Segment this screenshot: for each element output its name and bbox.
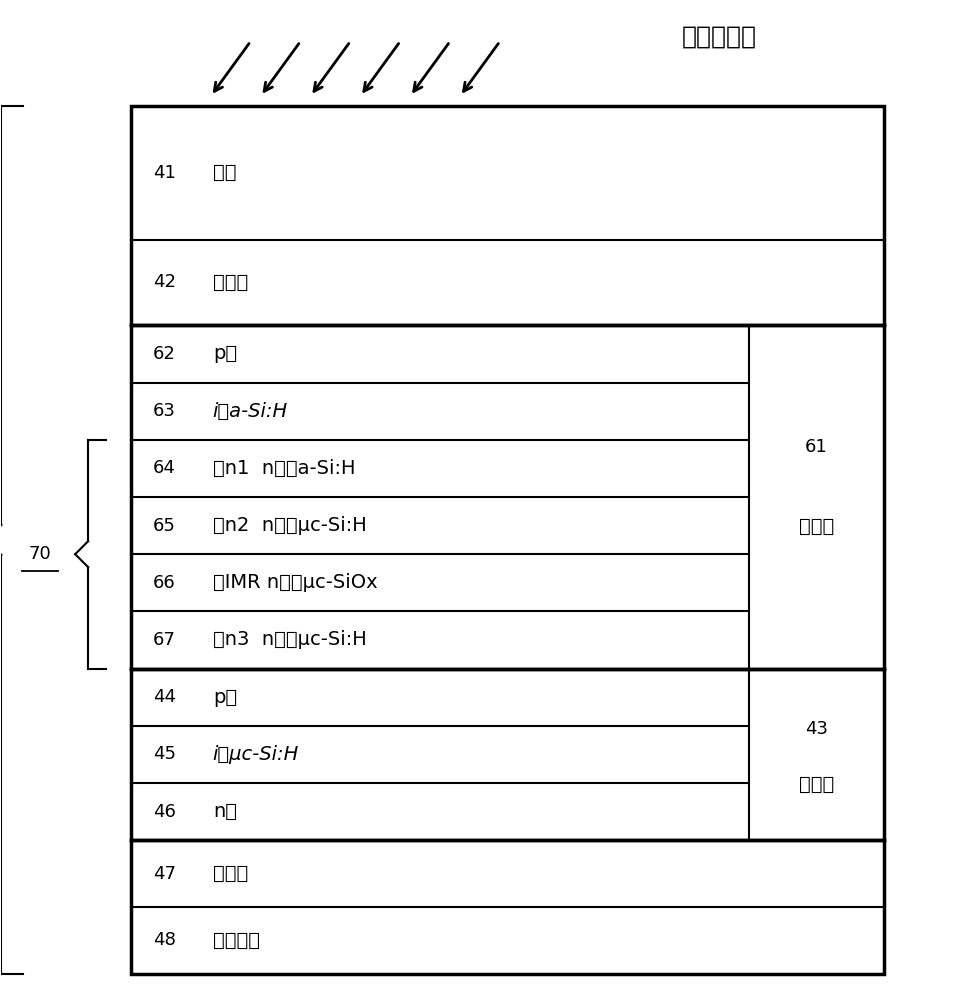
Text: 44: 44 [153,688,176,706]
Text: 65: 65 [153,517,176,535]
Text: 61: 61 [805,438,828,456]
Text: 47: 47 [153,865,176,883]
Text: 层n1  n掺杂a-Si:H: 层n1 n掺杂a-Si:H [213,459,356,478]
Text: 背反射体: 背反射体 [213,931,260,950]
Text: 62: 62 [153,345,176,363]
Text: i层μc-Si:H: i层μc-Si:H [213,745,299,764]
Text: 层n2  n掺杂μc-Si:H: 层n2 n掺杂μc-Si:H [213,516,366,535]
Text: p层: p层 [213,344,237,363]
Text: 48: 48 [153,931,176,949]
Text: 67: 67 [153,631,176,649]
Text: 背电极: 背电极 [213,864,248,883]
Text: n层: n层 [213,802,237,821]
Text: 45: 45 [153,745,176,763]
Text: 66: 66 [153,574,176,592]
Text: 42: 42 [153,273,176,291]
Text: 顶电极: 顶电极 [799,517,834,536]
Text: 41: 41 [153,164,176,182]
Text: 底电极: 底电极 [799,775,834,794]
Text: 层n3  n掺杂μc-Si:H: 层n3 n掺杂μc-Si:H [213,630,366,649]
Text: 64: 64 [153,459,176,477]
Text: i层a-Si:H: i层a-Si:H [213,402,288,421]
Text: 入射光方向: 入射光方向 [681,24,757,48]
Text: 前电极: 前电极 [213,273,248,292]
Text: 63: 63 [153,402,176,420]
Text: p层: p层 [213,688,237,707]
Text: 层IMR n掺杂μc-SiOx: 层IMR n掺杂μc-SiOx [213,573,377,592]
Text: 46: 46 [153,803,176,821]
Text: 衬底: 衬底 [213,163,236,182]
Text: 43: 43 [805,720,828,738]
Text: 70: 70 [29,545,52,563]
Bar [131,106,884,974]
